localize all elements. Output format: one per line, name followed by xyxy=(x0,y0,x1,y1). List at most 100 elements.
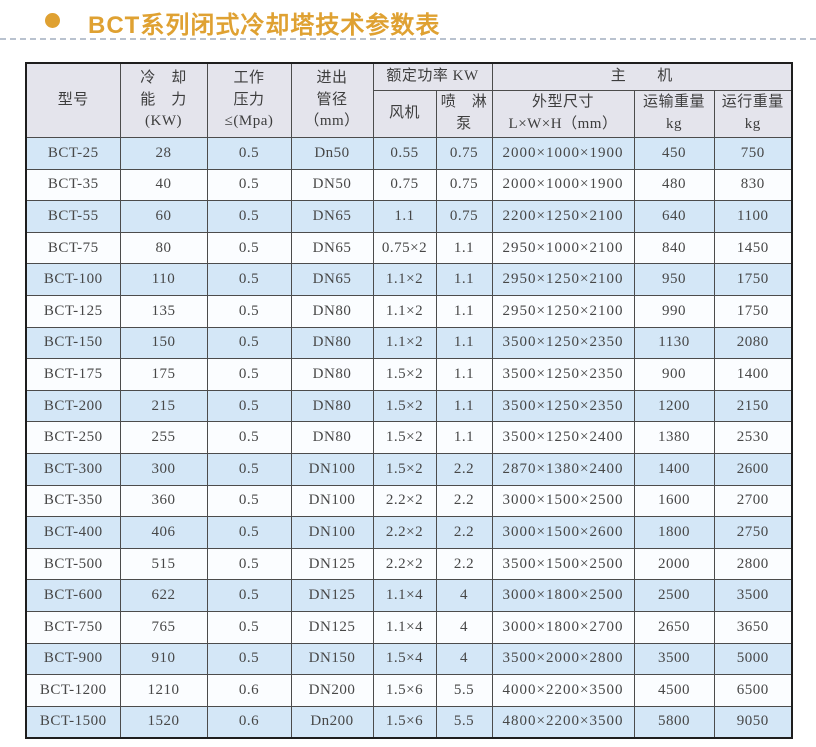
table-cell: 0.5 xyxy=(206,168,292,202)
table-cell: 840 xyxy=(633,231,715,265)
table-cell: 3500×2000×2800 xyxy=(491,642,635,676)
table-cell: 0.5 xyxy=(206,389,292,423)
table-cell: 5.5 xyxy=(435,674,493,707)
table-cell: 3000×1500×2600 xyxy=(491,516,635,549)
table-cell: DN65 xyxy=(290,200,374,233)
table-cell: 1.1 xyxy=(435,389,493,423)
table-cell: 3500 xyxy=(713,579,793,612)
table-cell: 0.5 xyxy=(206,516,292,549)
table-cell: BCT-300 xyxy=(25,452,121,486)
table-cell: BCT-125 xyxy=(25,294,121,328)
spec-table: 型号 冷 却 能 力 (KW) 工作 压力 ≤(Mpa) 进出 管径 （mm） … xyxy=(25,62,794,739)
header-operating-weight: 运行重量 kg xyxy=(713,90,793,138)
table-cell: BCT-200 xyxy=(25,389,121,423)
table-cell: 1.5×2 xyxy=(372,358,437,391)
header-spray-pump: 喷 淋 泵 xyxy=(435,90,493,138)
table-cell: BCT-500 xyxy=(25,547,121,581)
table-cell: 2.2 xyxy=(435,547,493,581)
table-cell: 2080 xyxy=(713,326,793,360)
table-cell: 2.2×2 xyxy=(372,484,437,518)
table-cell: 3500×1250×2350 xyxy=(491,389,635,423)
table-cell: 765 xyxy=(119,610,208,644)
table-cell: 1.5×2 xyxy=(372,421,437,454)
table-cell: DN65 xyxy=(290,263,374,296)
table-cell: BCT-250 xyxy=(25,421,121,454)
table-cell: 360 xyxy=(119,484,208,518)
table-cell: 1.1 xyxy=(435,294,493,328)
table-cell: DN100 xyxy=(290,516,374,549)
header-transport-weight: 运输重量 kg xyxy=(633,90,715,138)
table-cell: 1.1×2 xyxy=(372,294,437,328)
table-cell: 300 xyxy=(119,452,208,486)
table-row: BCT-900 910 0.5 DN150 1.5×4 4 3500×2000×2800 35… xyxy=(25,642,793,676)
table-row: BCT-400 406 0.5 DN100 2.2×2 2.2 3000×1500×2600… xyxy=(25,516,793,549)
table-cell: 0.5 xyxy=(206,200,292,233)
table-row: BCT-250 255 0.5 DN80 1.5×2 1.1 3500×1250×2400 1… xyxy=(25,421,793,454)
table-cell: 1380 xyxy=(633,421,715,454)
table-cell: 2.2×2 xyxy=(372,516,437,549)
table-cell: 0.75 xyxy=(372,168,437,202)
header-rated-power: 额定功率 KW xyxy=(372,62,493,91)
table-cell: 1400 xyxy=(713,358,793,391)
table-cell: 0.75×2 xyxy=(372,231,437,265)
table-row: BCT-600 622 0.5 DN125 1.1×4 4 3000×1800×2500 25… xyxy=(25,579,793,612)
table-cell: 2000 xyxy=(633,547,715,581)
table-cell: 1.1×2 xyxy=(372,263,437,296)
table-cell: 2500 xyxy=(633,579,715,612)
table-row: BCT-75 80 0.5 DN65 0.75×2 1.1 2950×1000×2100 84… xyxy=(25,231,793,265)
table-cell: DN125 xyxy=(290,547,374,581)
table-cell: 2.2 xyxy=(435,516,493,549)
table-cell: 2000×1000×1900 xyxy=(491,137,635,170)
table-row: BCT-750 765 0.5 DN125 1.1×4 4 3000×1800×2700 26… xyxy=(25,610,793,644)
page-title: BCT系列闭式冷却塔技术参数表 xyxy=(88,12,441,39)
table-cell: 450 xyxy=(633,137,715,170)
table-cell: DN100 xyxy=(290,484,374,518)
bullet-icon xyxy=(45,13,60,28)
table-cell: 28 xyxy=(119,137,208,170)
table-cell: 80 xyxy=(119,231,208,265)
table-cell: 4800×2200×3500 xyxy=(491,705,635,739)
table-cell: 1.1 xyxy=(435,263,493,296)
table-cell: 0.5 xyxy=(206,326,292,360)
table-cell: Dn200 xyxy=(290,705,374,739)
table-cell: 1100 xyxy=(713,200,793,233)
table-cell: 40 xyxy=(119,168,208,202)
table-cell: 2.2×2 xyxy=(372,547,437,581)
table-cell: 2950×1250×2100 xyxy=(491,294,635,328)
table-cell: 1.5×2 xyxy=(372,452,437,486)
table-cell: BCT-400 xyxy=(25,516,121,549)
table-cell: 4500 xyxy=(633,674,715,707)
table-cell: 110 xyxy=(119,263,208,296)
table-cell: 2200×1250×2100 xyxy=(491,200,635,233)
table-cell: 2150 xyxy=(713,389,793,423)
table-cell: 2950×1250×2100 xyxy=(491,263,635,296)
table-cell: 0.55 xyxy=(372,137,437,170)
table-cell: 1.5×6 xyxy=(372,674,437,707)
table-cell: DN80 xyxy=(290,358,374,391)
header-fan: 风机 xyxy=(372,90,437,138)
header-working-pressure: 工作 压力 ≤(Mpa) xyxy=(206,62,292,138)
table-cell: 3650 xyxy=(713,610,793,644)
table-cell: 0.5 xyxy=(206,642,292,676)
table-cell: 910 xyxy=(119,642,208,676)
table-cell: DN50 xyxy=(290,168,374,202)
table-cell: 5.5 xyxy=(435,705,493,739)
table-cell: 255 xyxy=(119,421,208,454)
header-model: 型号 xyxy=(25,62,121,138)
table-row: BCT-125 135 0.5 DN80 1.1×2 1.1 2950×1250×2100 9… xyxy=(25,294,793,328)
table-cell: 1520 xyxy=(119,705,208,739)
table-cell: DN125 xyxy=(290,579,374,612)
table-cell: BCT-175 xyxy=(25,358,121,391)
table-cell: 990 xyxy=(633,294,715,328)
table-row: BCT-175 175 0.5 DN80 1.5×2 1.1 3500×1250×2350 9… xyxy=(25,358,793,391)
table-cell: 3500 xyxy=(633,642,715,676)
table-cell: 480 xyxy=(633,168,715,202)
table-cell: 406 xyxy=(119,516,208,549)
table-row: BCT-150 150 0.5 DN80 1.1×2 1.1 3500×1250×2350 1… xyxy=(25,326,793,360)
table-row: BCT-25 28 0.5 Dn50 0.55 0.75 2000×1000×1900 450… xyxy=(25,137,793,170)
table-cell: 1.1 xyxy=(435,326,493,360)
table-cell: DN65 xyxy=(290,231,374,265)
table-cell: 0.5 xyxy=(206,137,292,170)
header-main-unit: 主 机 xyxy=(491,62,793,91)
table-cell: 5000 xyxy=(713,642,793,676)
